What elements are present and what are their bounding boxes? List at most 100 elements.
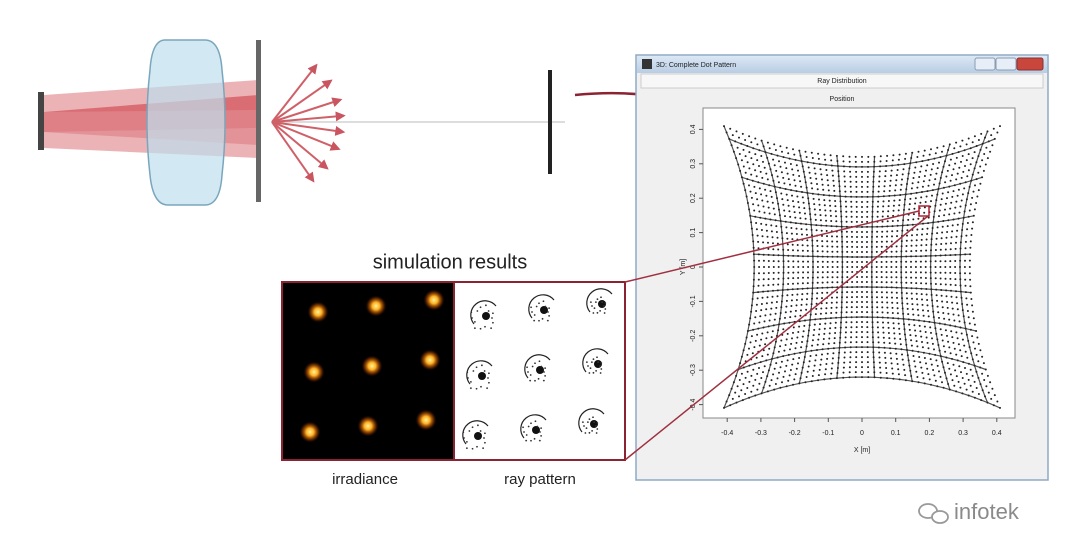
dot [795, 367, 798, 370]
dot [728, 137, 731, 140]
dot [777, 271, 780, 274]
dot [938, 370, 940, 373]
ray-arrow [271, 121, 315, 183]
dot [769, 218, 772, 221]
dot [873, 376, 876, 379]
dot [769, 168, 772, 171]
dot [957, 343, 960, 346]
dot [977, 171, 980, 174]
x-tick-label: 0 [860, 430, 864, 437]
dot [865, 276, 868, 278]
dot [831, 255, 834, 258]
ray-dot [538, 439, 541, 442]
minimize-button[interactable] [974, 57, 996, 71]
dot [826, 250, 829, 253]
ray-dot [548, 315, 551, 317]
dot [949, 277, 952, 280]
app-window: 3D: Complete Dot Pattern Ray Distributio… [635, 54, 1049, 481]
dot [900, 240, 903, 243]
dot [885, 260, 888, 263]
dot [820, 173, 823, 176]
dot [816, 343, 819, 346]
dot [821, 286, 824, 289]
close-button[interactable] [1016, 57, 1044, 71]
dot [958, 365, 961, 368]
dot [871, 316, 874, 319]
dot [750, 196, 753, 199]
dot [932, 316, 935, 319]
dot [776, 197, 778, 200]
dot [835, 215, 838, 218]
dot [894, 342, 897, 345]
dot [856, 276, 859, 278]
dot [980, 132, 983, 135]
dot [836, 276, 839, 279]
dot [881, 316, 884, 319]
dot [886, 316, 889, 319]
dot [886, 306, 889, 309]
dot [920, 366, 923, 369]
dot [826, 271, 829, 274]
dot [921, 371, 924, 374]
dot [811, 187, 814, 190]
dot [940, 198, 943, 201]
ray-dot [600, 296, 602, 299]
dot [815, 354, 818, 357]
dot [801, 293, 804, 296]
dot [975, 330, 978, 332]
dot [883, 185, 886, 188]
maximize-button[interactable] [995, 57, 1017, 71]
dot [802, 260, 805, 263]
dot [928, 378, 931, 381]
dot [821, 234, 823, 237]
dot [779, 145, 782, 148]
dot [772, 277, 775, 280]
dot [890, 276, 893, 279]
irradiance-spot [419, 349, 441, 371]
dot [940, 333, 943, 336]
dot [808, 207, 811, 210]
dot [766, 375, 769, 378]
dot [904, 198, 906, 201]
dot [748, 364, 751, 367]
dot [866, 291, 868, 293]
dot [819, 168, 822, 171]
dot [760, 338, 763, 341]
dot [856, 296, 858, 298]
dot [774, 383, 777, 385]
dot [952, 168, 955, 171]
dot [915, 271, 917, 274]
dot [866, 296, 868, 298]
dot [795, 227, 798, 230]
dot [760, 222, 763, 225]
dot [932, 221, 935, 224]
dot [800, 303, 803, 306]
dot [866, 356, 869, 359]
dot [752, 253, 755, 256]
dot [915, 244, 918, 247]
dot [811, 192, 814, 195]
dot [931, 337, 933, 340]
dot [958, 211, 961, 214]
dot [912, 313, 915, 316]
dot [844, 336, 847, 339]
dot [880, 261, 883, 263]
dot [759, 170, 762, 173]
dot [929, 271, 932, 274]
dot [871, 331, 874, 334]
dot [959, 182, 962, 185]
x-tick-label: -0.1 [822, 430, 834, 437]
dot [942, 186, 945, 189]
dot [895, 174, 898, 177]
dot [951, 379, 954, 382]
dot [875, 286, 878, 289]
dot [919, 201, 922, 204]
dot [897, 209, 900, 212]
dot [963, 382, 966, 385]
dot [889, 347, 892, 350]
dot [964, 165, 966, 167]
dot [758, 272, 760, 275]
dot [865, 261, 868, 263]
dot [946, 225, 949, 228]
dot [811, 244, 814, 247]
